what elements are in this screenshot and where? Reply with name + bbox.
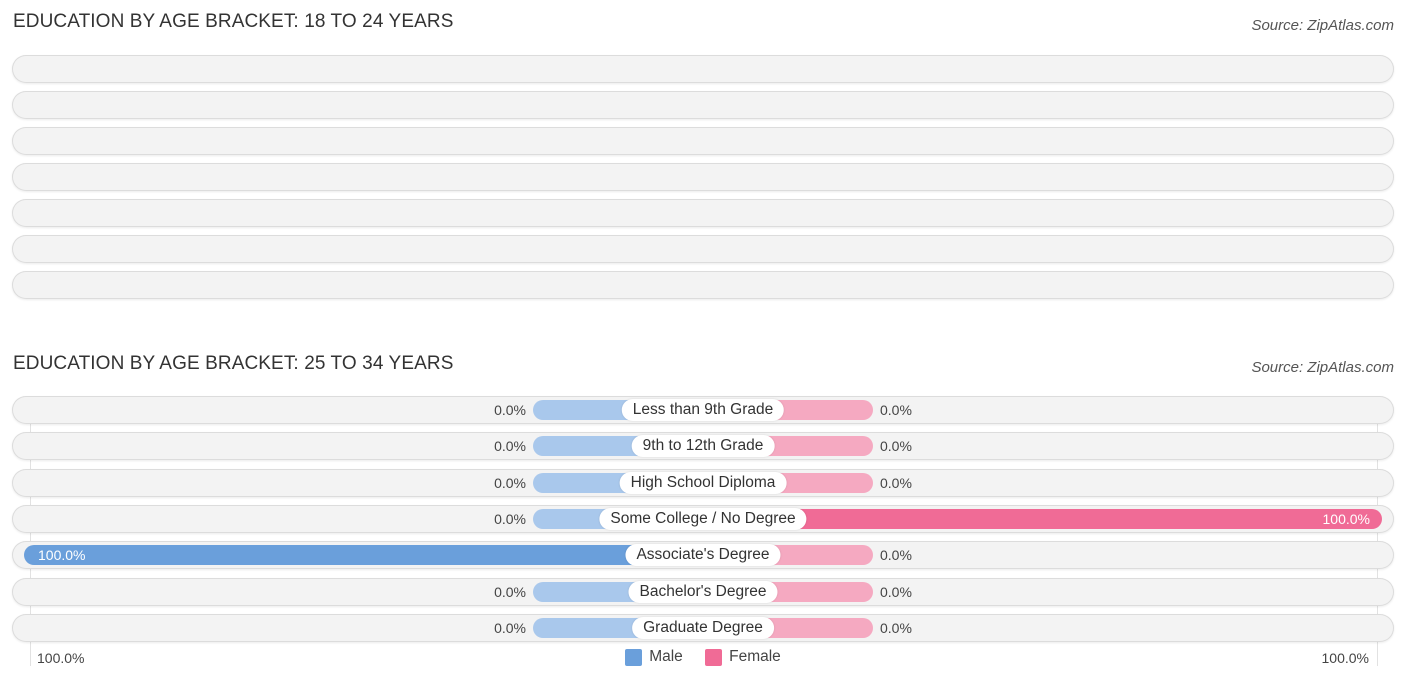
empty-row bbox=[12, 235, 1394, 263]
value-label-female: 0.0% bbox=[880, 620, 912, 636]
value-label-male: 0.0% bbox=[494, 402, 526, 418]
legend-label-female: Female bbox=[729, 648, 781, 665]
source-label-18-24: Source: ZipAtlas.com bbox=[1251, 17, 1394, 34]
chart-title-25-34: EDUCATION BY AGE BRACKET: 25 TO 34 YEARS bbox=[13, 353, 454, 374]
category-label: Associate's Degree bbox=[625, 544, 781, 566]
value-label-female: 100.0% bbox=[1322, 511, 1370, 527]
bar-male bbox=[24, 545, 703, 565]
axis-label-left: 100.0% bbox=[37, 650, 85, 666]
value-label-male: 100.0% bbox=[38, 547, 86, 563]
empty-row bbox=[12, 163, 1394, 191]
source-label-25-34: Source: ZipAtlas.com bbox=[1251, 359, 1394, 376]
empty-row bbox=[12, 55, 1394, 83]
chart-row: 100.0% 0.0% Associate's Degree bbox=[12, 541, 1394, 569]
value-label-female: 0.0% bbox=[880, 475, 912, 491]
category-label: Graduate Degree bbox=[632, 617, 774, 639]
value-label-female: 0.0% bbox=[880, 438, 912, 454]
empty-row bbox=[12, 271, 1394, 299]
empty-row bbox=[12, 199, 1394, 227]
legend-swatch-female bbox=[705, 648, 723, 666]
chart-row: 0.0% 0.0% High School Diploma bbox=[12, 469, 1394, 497]
legend-swatch-male bbox=[625, 648, 643, 666]
legend: Male Female bbox=[0, 648, 1406, 671]
value-label-female: 0.0% bbox=[880, 402, 912, 418]
value-label-male: 0.0% bbox=[494, 438, 526, 454]
value-label-male: 0.0% bbox=[494, 475, 526, 491]
empty-row bbox=[12, 127, 1394, 155]
chart-row: 0.0% 0.0% Graduate Degree bbox=[12, 614, 1394, 642]
chart-row: 0.0% 0.0% Bachelor's Degree bbox=[12, 578, 1394, 606]
value-label-male: 0.0% bbox=[494, 511, 526, 527]
chart-row: 0.0% 0.0% Less than 9th Grade bbox=[12, 396, 1394, 424]
legend-label-male: Male bbox=[649, 648, 683, 665]
chart-row: 0.0% 0.0% 9th to 12th Grade bbox=[12, 432, 1394, 460]
category-label: Less than 9th Grade bbox=[621, 399, 785, 421]
category-label: High School Diploma bbox=[619, 472, 787, 494]
chart-row: 0.0% 100.0% Some College / No Degree bbox=[12, 505, 1394, 533]
empty-row bbox=[12, 91, 1394, 119]
category-label: 9th to 12th Grade bbox=[631, 435, 775, 457]
legend-item-female: Female bbox=[705, 648, 781, 666]
bar-female bbox=[703, 509, 1382, 529]
category-label: Bachelor's Degree bbox=[628, 581, 778, 603]
legend-item-male: Male bbox=[625, 648, 683, 666]
category-label: Some College / No Degree bbox=[599, 508, 807, 530]
value-label-female: 0.0% bbox=[880, 547, 912, 563]
chart-title-18-24: EDUCATION BY AGE BRACKET: 18 TO 24 YEARS bbox=[13, 11, 454, 32]
value-label-female: 0.0% bbox=[880, 584, 912, 600]
value-label-male: 0.0% bbox=[494, 620, 526, 636]
axis-label-right: 100.0% bbox=[1321, 650, 1369, 666]
value-label-male: 0.0% bbox=[494, 584, 526, 600]
